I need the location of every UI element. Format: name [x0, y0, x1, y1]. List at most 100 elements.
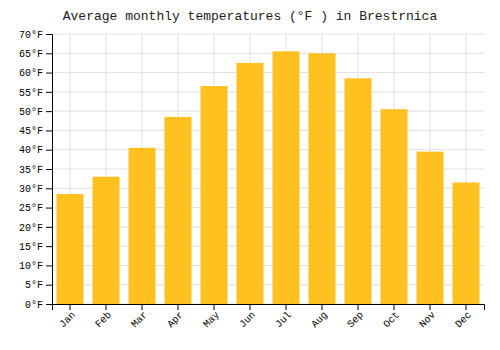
- x-tick-mark: [466, 304, 467, 310]
- x-tick-label: Sep: [345, 310, 366, 331]
- y-grid-line: [52, 34, 484, 35]
- y-tick-mark: [46, 246, 52, 247]
- y-grid-line: [52, 130, 484, 131]
- y-tick: 35°F: [19, 165, 52, 176]
- y-tick: 20°F: [19, 223, 52, 234]
- x-tick-mark: [250, 304, 251, 310]
- bars: [57, 51, 480, 304]
- y-tick-mark: [46, 285, 52, 286]
- x-tick: Nov: [417, 304, 438, 330]
- x-axis: Jan Feb Mar Apr May Jun Jul Aug Sep Oct Nov Dec: [53, 304, 485, 330]
- y-tick-label: 45°F: [19, 126, 43, 137]
- y-grid-line: [52, 111, 484, 112]
- y-tick-label: 35°F: [19, 165, 43, 176]
- x-axis-line: [53, 305, 485, 311]
- y-tick-label: 10°F: [19, 261, 43, 272]
- y-grid-line: [52, 91, 484, 92]
- y-tick-label: 55°F: [19, 88, 43, 99]
- bar: [381, 109, 408, 304]
- bar: [237, 63, 264, 304]
- y-tick-mark: [46, 304, 52, 305]
- bar: [417, 152, 444, 304]
- x-tick-mark: [142, 304, 143, 310]
- grid: [52, 34, 484, 304]
- bar: [453, 183, 480, 305]
- y-tick: 60°F: [19, 68, 52, 79]
- y-tick: 55°F: [19, 88, 52, 99]
- x-tick-mark: [394, 304, 395, 310]
- bar: [93, 177, 120, 304]
- y-tick-label: 5°F: [25, 280, 43, 291]
- y-tick-label: 70°F: [19, 30, 43, 41]
- x-tick-label: Apr: [165, 310, 186, 331]
- y-tick-label: 40°F: [19, 145, 43, 156]
- x-tick: Jan: [57, 304, 78, 330]
- x-tick-label: Jan: [57, 310, 78, 331]
- y-tick: 50°F: [19, 107, 52, 118]
- y-tick-mark: [46, 92, 52, 93]
- y-tick-mark: [46, 150, 52, 151]
- x-tick-mark: [106, 304, 107, 310]
- x-tick-label: Nov: [417, 310, 438, 331]
- x-tick-mark: [70, 304, 71, 310]
- x-tick-label: Oct: [381, 310, 402, 331]
- x-tick-label: Feb: [93, 310, 114, 331]
- y-tick-mark: [46, 111, 52, 112]
- y-tick-mark: [46, 265, 52, 266]
- x-tick-mark: [358, 304, 359, 310]
- y-tick: 5°F: [25, 280, 52, 291]
- y-tick: 30°F: [19, 184, 52, 195]
- bar: [273, 51, 300, 304]
- y-tick: 0°F: [25, 300, 52, 311]
- y-tick: 65°F: [19, 49, 52, 60]
- x-tick: Oct: [381, 304, 402, 330]
- x-tick-mark: [214, 304, 215, 310]
- x-tick: Jul: [273, 304, 294, 330]
- y-tick-label: 15°F: [19, 242, 43, 253]
- y-tick-mark: [46, 227, 52, 228]
- x-tick: Apr: [165, 304, 186, 330]
- chart-container: Average monthly temperatures (°F ) in Br…: [0, 0, 500, 350]
- y-tick-mark: [46, 73, 52, 74]
- y-tick: 25°F: [19, 203, 52, 214]
- x-tick: Mar: [129, 304, 150, 330]
- x-tick-label: Dec: [453, 310, 474, 331]
- bar: [345, 78, 372, 304]
- y-axis-line: [46, 35, 53, 305]
- x-tick: Feb: [93, 304, 114, 330]
- y-tick-mark: [46, 53, 52, 54]
- x-tick: Sep: [345, 304, 366, 330]
- chart-svg: Average monthly temperatures (°F ) in Br…: [0, 0, 500, 350]
- x-tick-label: Mar: [129, 310, 150, 331]
- y-tick-mark: [46, 130, 52, 131]
- y-grid-line: [52, 149, 484, 150]
- x-tick-label: Jun: [237, 310, 258, 331]
- y-tick-label: 65°F: [19, 49, 43, 60]
- x-tick: Aug: [309, 304, 330, 330]
- y-tick-mark: [46, 188, 52, 189]
- x-tick-label: May: [201, 310, 222, 331]
- y-grid-line: [52, 72, 484, 73]
- y-tick-label: 30°F: [19, 184, 43, 195]
- y-tick: 45°F: [19, 126, 52, 137]
- y-axis: 0°F 5°F 10°F 15°F 20°F 25°F 30°F 35°F 40°F 45°F 50…: [19, 30, 53, 311]
- y-tick: 15°F: [19, 242, 52, 253]
- chart-title: Average monthly temperatures (°F ) in Br…: [63, 9, 438, 24]
- y-tick-label: 25°F: [19, 203, 43, 214]
- x-tick-mark: [178, 304, 179, 310]
- x-tick-label: Jul: [273, 310, 294, 331]
- y-tick: 40°F: [19, 145, 52, 156]
- x-tick-mark: [322, 304, 323, 310]
- plot-area: 0°F 5°F 10°F 15°F 20°F 25°F 30°F 35°F 40°F 45°F 50…: [19, 30, 485, 330]
- y-tick-label: 60°F: [19, 68, 43, 79]
- y-tick-mark: [46, 208, 52, 209]
- x-tick-label: Aug: [309, 310, 330, 331]
- y-tick-label: 50°F: [19, 107, 43, 118]
- x-tick-mark: [286, 304, 287, 310]
- y-tick: 10°F: [19, 261, 52, 272]
- bar: [57, 194, 84, 304]
- y-tick-mark: [46, 169, 52, 170]
- x-tick: Dec: [453, 304, 474, 330]
- bar: [165, 117, 192, 304]
- bar: [309, 53, 336, 304]
